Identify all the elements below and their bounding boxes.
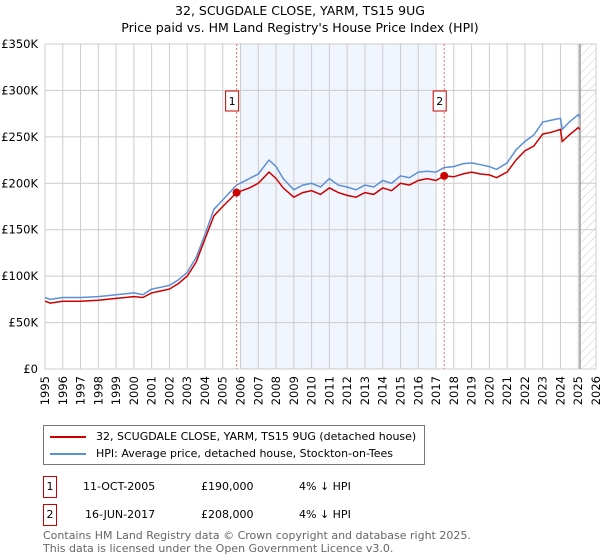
- chart-subtitle: Price paid vs. HM Land Registry's House …: [121, 20, 479, 35]
- legend-item-property: 32, SCUGDALE CLOSE, YARM, TS15 9UG (deta…: [50, 430, 416, 444]
- sale-price: £208,000: [201, 508, 254, 521]
- x-tick-label: 2026: [589, 376, 600, 405]
- x-tick-label: 2002: [162, 376, 176, 405]
- x-tick-label: 2001: [145, 376, 159, 405]
- x-tick-label: 2018: [447, 376, 461, 405]
- y-tick-label: £100K: [1, 269, 38, 283]
- x-tick-label: 2006: [234, 376, 248, 405]
- x-tick-label: 2024: [553, 376, 567, 405]
- x-tick-label: 1996: [56, 376, 70, 405]
- annotation-label: 2: [436, 95, 443, 108]
- x-tick-label: 1999: [109, 376, 123, 405]
- sale-marker: 1: [43, 476, 57, 498]
- x-tick-label: 2013: [358, 376, 372, 405]
- x-tick-label: 2016: [411, 376, 425, 405]
- annotation-box: [432, 90, 447, 112]
- sale-date: 11-OCT-2005: [83, 480, 156, 493]
- sale-date: 16-JUN-2017: [85, 508, 156, 521]
- x-tick-label: 2008: [269, 376, 283, 405]
- x-tick-label: 1998: [91, 376, 105, 405]
- sale-marker: 2: [43, 504, 57, 526]
- x-tick-label: 1997: [74, 376, 88, 405]
- property-price-line: [44, 126, 581, 304]
- x-tick-label: 2017: [429, 376, 443, 405]
- y-tick-label: £150K: [1, 223, 38, 237]
- sale-point: [440, 171, 449, 180]
- blue-line-swatch: [50, 453, 86, 455]
- annotation-label: 1: [229, 95, 236, 108]
- x-tick-label: 2023: [536, 376, 550, 405]
- sale-diff: 4% ↓ HPI: [299, 480, 351, 493]
- x-tick-label: 2025: [571, 376, 585, 405]
- annotation-box: [225, 90, 240, 112]
- legend: 32, SCUGDALE CLOSE, YARM, TS15 9UG (deta…: [43, 425, 425, 465]
- red-line-swatch: [50, 436, 86, 438]
- x-tick-label: 2011: [322, 376, 336, 405]
- sale-row: 2 16-JUN-2017 £208,000 4% ↓ HPI: [43, 504, 600, 526]
- y-tick-label: £200K: [1, 176, 38, 190]
- x-tick-label: 2007: [251, 376, 265, 405]
- forecast-hatch: [580, 44, 596, 369]
- sale-diff: 4% ↓ HPI: [299, 508, 351, 521]
- x-tick-label: 1995: [38, 376, 52, 405]
- x-tick-label: 2022: [518, 376, 532, 405]
- y-tick-label: £0: [23, 362, 38, 376]
- footer-line: Contains HM Land Registry data © Crown c…: [43, 529, 471, 542]
- hpi-line: [44, 113, 581, 301]
- price-chart: 1995 1996 1997 1998 1999 2000 2001 2002 2003 2004…: [1, 37, 600, 405]
- x-tick-label: 2014: [376, 376, 390, 405]
- x-tick-label: 2003: [180, 376, 194, 405]
- legend-item-hpi: HPI: Average price, detached house, Stoc…: [50, 447, 393, 461]
- x-tick-label: 2000: [127, 376, 141, 405]
- x-tick-label: 2012: [340, 376, 354, 405]
- x-tick-label: 2010: [305, 376, 319, 405]
- y-tick-label: £250K: [1, 130, 38, 144]
- chart-title: 32, SCUGDALE CLOSE, YARM, TS15 9UG: [175, 3, 425, 18]
- sale-row: 1 11-OCT-2005 £190,000 4% ↓ HPI: [43, 476, 600, 498]
- x-tick-label: 2004: [198, 376, 212, 405]
- y-tick-label: £300K: [1, 83, 38, 97]
- x-tick-label: 2020: [482, 376, 496, 405]
- footer-line: This data is licensed under the Open Gov…: [43, 542, 394, 555]
- footer: Contains HM Land Registry data © Crown c…: [43, 529, 471, 555]
- shaded-period: [240, 44, 437, 369]
- x-tick-label: 2021: [500, 376, 514, 405]
- sale-point: [232, 188, 241, 197]
- x-tick-label: 2009: [287, 376, 301, 405]
- legend-label: HPI: Average price, detached house, Stoc…: [96, 447, 394, 460]
- y-tick-label: £50K: [9, 316, 39, 330]
- y-tick-label: £350K: [1, 37, 38, 51]
- x-tick-label: 2005: [216, 376, 230, 405]
- legend-label: 32, SCUGDALE CLOSE, YARM, TS15 9UG (deta…: [96, 430, 417, 443]
- sale-price: £190,000: [201, 480, 254, 493]
- x-tick-label: 2015: [393, 376, 407, 405]
- x-tick-label: 2019: [465, 376, 479, 405]
